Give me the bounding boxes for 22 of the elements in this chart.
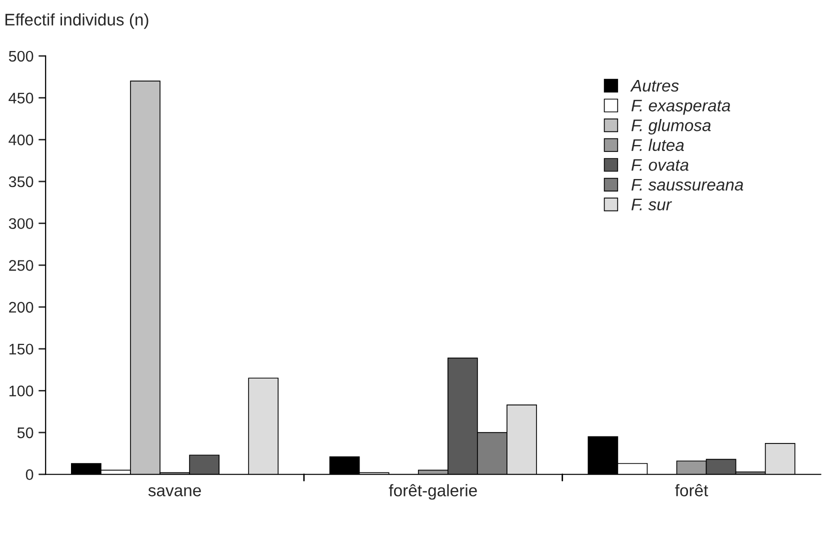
y-tick-label: 300 <box>8 218 34 230</box>
y-tick-label: 150 <box>9 344 34 355</box>
y-tick-label: 0 <box>26 469 34 480</box>
x-tick-label: forêt <box>675 484 708 496</box>
y-tick-label: 250 <box>9 260 34 271</box>
legend-label: F. lutea <box>631 138 684 152</box>
legend-label: F. sur <box>631 198 672 210</box>
x-tick-label: savane <box>148 487 201 496</box>
y-tick-label: 450 <box>8 92 34 104</box>
legend-label: F. glumosa <box>631 119 711 135</box>
y-axis-title: Effectif individus (n) <box>6 13 148 29</box>
legend-label: F. ovata <box>631 159 688 171</box>
x-tick-label: forêt-galerie <box>388 484 477 500</box>
y-tick-label: 50 <box>17 427 34 438</box>
y-tick-label: 500 <box>8 50 34 62</box>
y-tick-label: 350 <box>8 176 34 188</box>
y-tick-label: 100 <box>9 386 34 396</box>
legend-label: Autres <box>630 80 679 92</box>
legend-label: F. saussureana <box>631 178 744 191</box>
y-tick-label: 400 <box>8 134 34 146</box>
legend-label: F. exasperata <box>631 100 730 115</box>
y-tick-label: 200 <box>9 302 34 313</box>
